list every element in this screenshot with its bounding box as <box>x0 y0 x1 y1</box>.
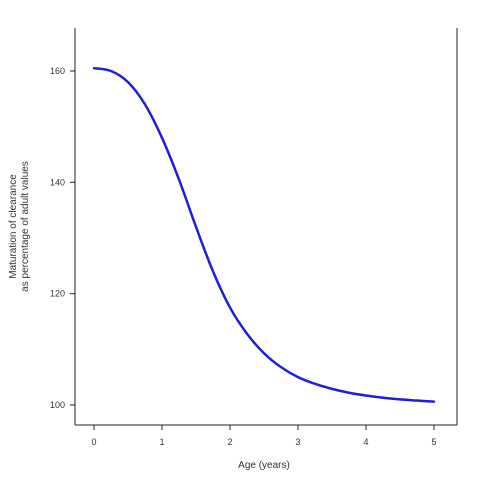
x-tick-label: 4 <box>363 437 368 447</box>
axis-labels: Age (years) Maturation of clearance as per… <box>8 161 290 471</box>
x-axis-title: Age (years) <box>238 460 290 471</box>
x-tick-label: 3 <box>295 437 300 447</box>
y-tick-label: 120 <box>50 289 65 299</box>
axes <box>74 28 458 426</box>
series-line <box>92 66 436 403</box>
x-tick-label: 0 <box>91 437 96 447</box>
y-tick-label: 140 <box>50 177 65 187</box>
x-tick-label: 1 <box>159 437 164 447</box>
ticks: 0 1 2 3 4 5 100 120 140 160 <box>50 66 437 447</box>
y-axis-title: as percentage of adult values <box>20 161 31 292</box>
y-axis-title: Maturation of clearance <box>8 174 19 279</box>
x-tick-label: 2 <box>227 437 232 447</box>
series <box>92 66 436 403</box>
x-tick-label: 5 <box>431 437 436 447</box>
y-tick-label: 160 <box>50 66 65 76</box>
y-tick-label: 100 <box>50 400 65 410</box>
